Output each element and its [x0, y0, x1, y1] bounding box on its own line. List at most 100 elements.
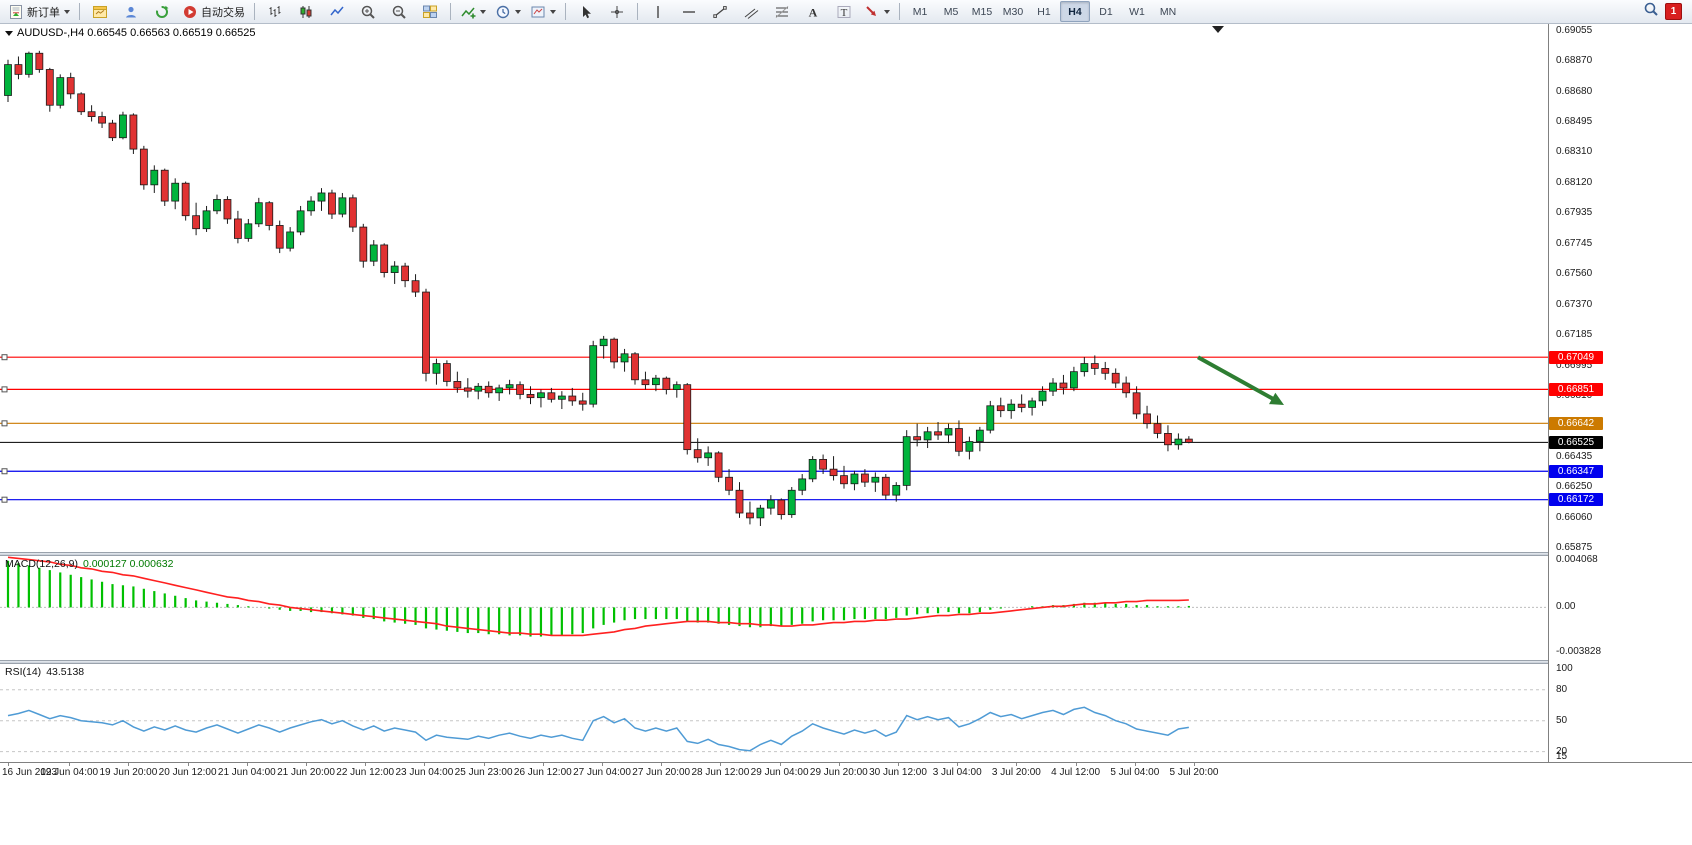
candle [77, 92, 86, 115]
horizontal-line-button[interactable] [674, 0, 704, 23]
line-handle[interactable] [1, 354, 8, 361]
macd-name: MACD(12,26,9) [5, 558, 78, 570]
svg-text:T: T [841, 7, 848, 19]
candle [808, 456, 817, 483]
terminal-button[interactable] [147, 0, 177, 23]
label-button[interactable]: T [829, 0, 859, 23]
timeframe-button-M30[interactable]: M30 [1002, 5, 1024, 18]
arrows-button[interactable] [860, 0, 894, 23]
chart-shift-marker[interactable] [1212, 26, 1224, 33]
candle [505, 379, 514, 395]
candle [1111, 368, 1120, 388]
timeframe-button-M5[interactable]: M5 [943, 5, 959, 18]
candle [213, 194, 221, 215]
price-axis-label: 0.67560 [1556, 268, 1593, 280]
cursor-icon [578, 4, 594, 20]
time-axis-label: 27 Jun 20:00 [632, 767, 691, 778]
indicators-button[interactable] [456, 0, 490, 23]
candle [348, 194, 357, 232]
rsi-panel-canvas[interactable] [0, 664, 1548, 762]
timeframe-button-M15[interactable]: M15 [971, 5, 993, 18]
candle [892, 482, 901, 502]
cursor-button[interactable] [571, 0, 601, 23]
timeframe-button-H1[interactable]: H1 [1037, 5, 1051, 18]
collapse-triangle-icon[interactable] [5, 30, 13, 36]
time-axis-tick [602, 763, 603, 766]
line-chart-icon [329, 4, 345, 20]
timeframe-button-MN[interactable]: MN [1159, 5, 1177, 18]
time-axis-label: 27 Jun 04:00 [573, 767, 631, 778]
trend-arrow[interactable] [1197, 355, 1278, 403]
timeframe-button-D1[interactable]: D1 [1099, 5, 1113, 18]
price-badge: 0.66172 [1549, 493, 1603, 507]
auto-trading-icon [182, 4, 198, 20]
arrows-icon [864, 4, 880, 20]
auto-trading-button[interactable]: 自动交易 [178, 0, 249, 23]
timeframe-button-W1[interactable]: W1 [1129, 5, 1145, 18]
timeframe-button-M1[interactable]: M1 [912, 5, 928, 18]
window-background [0, 783, 1692, 845]
line-handle[interactable] [1, 420, 8, 427]
candle [150, 165, 159, 193]
line-handle[interactable] [1, 468, 8, 475]
time-axis-label: 25 Jun 23:00 [454, 767, 513, 778]
candle [56, 74, 65, 109]
candle [24, 51, 33, 78]
line-handle[interactable] [1, 386, 8, 393]
channel-button[interactable] [736, 0, 766, 23]
panel-splitter[interactable] [0, 660, 1692, 664]
new-order-button[interactable]: 新订单 [4, 0, 74, 23]
vertical-line-button[interactable] [643, 0, 673, 23]
trendline-button[interactable] [705, 0, 735, 23]
timeframe-button-H4[interactable]: H4 [1060, 1, 1090, 22]
main-chart-canvas[interactable] [0, 24, 1548, 552]
candle [516, 381, 524, 400]
navigator-button[interactable] [116, 0, 146, 23]
market-watch-button[interactable] [85, 0, 115, 23]
timeframe-toolbar: M1 M5 M15 M30 H1 H4 D1 W1 MN [905, 1, 1183, 22]
macd-values: 0.000127 0.000632 [82, 558, 174, 570]
templates-button[interactable] [526, 0, 560, 23]
periods-button[interactable] [491, 0, 525, 23]
rsi-value: 43.5138 [46, 666, 85, 678]
tile-windows-icon [422, 4, 438, 20]
price-axis-border [1548, 24, 1549, 762]
zoom-out-button[interactable] [384, 0, 414, 23]
time-axis-label: 29 Jun 20:00 [809, 767, 868, 778]
candle [160, 168, 169, 206]
price-axis[interactable]: 0.69055 0.68870 0.68680 0.68495 0.68310 0.681… [1549, 24, 1692, 762]
candlestick-chart-icon [298, 4, 314, 20]
tile-windows-button[interactable] [415, 0, 445, 23]
text-button[interactable]: A [798, 0, 828, 23]
price-axis-label: 0.66060 [1556, 511, 1593, 523]
crosshair-button[interactable] [602, 0, 632, 23]
candle [735, 482, 744, 518]
time-axis-label: 30 Jun 12:00 [869, 767, 927, 778]
time-axis-tick [779, 763, 781, 766]
time-axis-tick [720, 763, 722, 766]
candle [66, 72, 75, 99]
rsi-axis-label: 15 [1556, 751, 1568, 762]
price-axis-label: 0.68120 [1556, 177, 1593, 189]
price-axis-label: 0.67370 [1556, 299, 1593, 311]
candle [693, 438, 702, 463]
time-axis[interactable]: 16 Jun 2023 19 Jun 04:00 19 Jun 20:00 20 Ju… [0, 762, 1692, 783]
fibonacci-button[interactable] [767, 0, 797, 23]
candle [369, 240, 378, 267]
bar-chart-button[interactable] [260, 0, 290, 23]
toolbar-separator [79, 3, 80, 20]
candle [453, 371, 462, 393]
panel-splitter[interactable] [0, 552, 1692, 556]
channel-icon [743, 4, 759, 20]
search-icon[interactable] [1643, 1, 1659, 22]
candlestick-chart-button[interactable] [291, 0, 321, 23]
line-handle[interactable] [1, 496, 8, 503]
macd-panel-canvas[interactable] [0, 556, 1548, 660]
line-chart-button[interactable] [322, 0, 352, 23]
candle [861, 469, 869, 488]
candle [746, 501, 754, 525]
notification-badge[interactable]: 1 [1665, 3, 1682, 20]
price-axis-label: 0.66995 [1556, 359, 1593, 371]
zoom-in-button[interactable] [353, 0, 383, 23]
